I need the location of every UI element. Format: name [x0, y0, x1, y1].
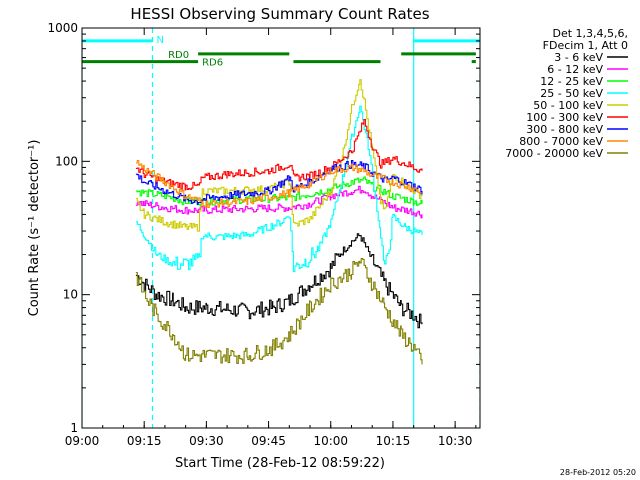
x-axis-label: Start Time (28-Feb-12 08:59:22) [175, 456, 385, 471]
x-tick-label-3: 09:45 [251, 434, 286, 448]
chart-title: HESSI Observing Summary Count Rates [130, 5, 429, 23]
y-axis-label: Count Rate (s⁻¹ detector⁻¹) [27, 140, 42, 317]
x-tick-label-5: 10:15 [376, 434, 411, 448]
legend-header-1: FDecim 1, Att 0 [543, 39, 628, 52]
plot-frame [81, 27, 481, 429]
flag-label-N: N [156, 35, 163, 46]
legend-entry-7: 800 - 7000 keV [519, 135, 603, 148]
legend-entry-3: 25 - 50 keV [540, 87, 603, 100]
legend-entry-8: 7000 - 20000 keV [505, 147, 603, 160]
y-tick-label-0: 1 [70, 421, 78, 435]
legend-entry-6: 300 - 800 keV [526, 123, 603, 136]
x-tick-label-4: 10:00 [313, 434, 348, 448]
x-tick-label-6: 10:30 [438, 434, 473, 448]
legend-entry-0: 3 - 6 keV [554, 51, 603, 64]
x-tick-label-1: 09:15 [127, 434, 162, 448]
y-tick-label-3: 1000 [47, 21, 78, 35]
series-line-5 [135, 119, 423, 191]
series-line-7 [135, 160, 422, 209]
legend-entry-1: 6 - 12 keV [547, 63, 603, 76]
legend-entry-5: 100 - 300 keV [526, 111, 603, 124]
series-line-3 [135, 105, 423, 273]
timestamp: 28-Feb-2012 05:20 [560, 468, 636, 477]
legend-entry-4: 50 - 100 keV [533, 99, 603, 112]
flag-label-RD0: RD0 [168, 50, 189, 61]
series-line-8 [135, 258, 423, 365]
legend-header-0: Det 1,3,4,5,6, [552, 27, 628, 40]
series-line-0 [135, 233, 423, 329]
x-tick-label-2: 09:30 [189, 434, 224, 448]
flag-label-RD6: RD6 [202, 58, 223, 69]
y-tick-label-2: 100 [55, 154, 78, 168]
x-tick-label-0: 09:00 [65, 434, 100, 448]
series-line-1 [135, 185, 423, 219]
legend: Det 1,3,4,5,6,FDecim 1, Att 03 - 6 keV6 … [505, 27, 628, 160]
y-tick-label-1: 10 [63, 288, 78, 302]
legend-entry-2: 12 - 25 keV [540, 75, 603, 88]
